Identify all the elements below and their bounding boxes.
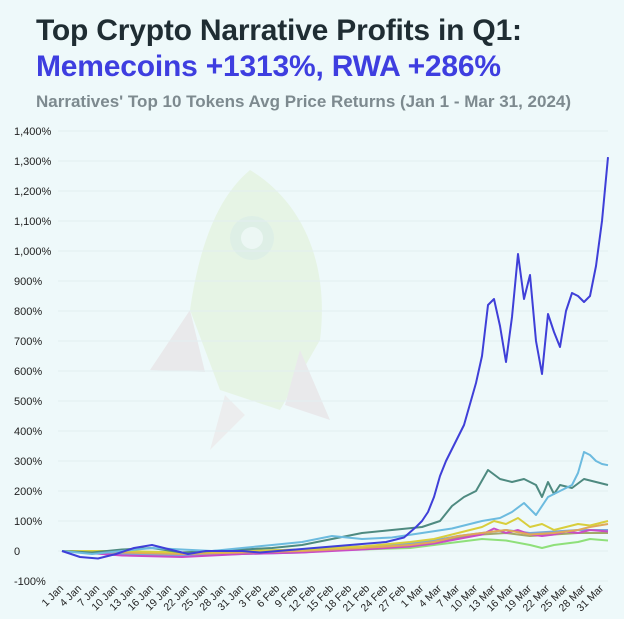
y-tick-label: 600% [14, 366, 42, 378]
y-tick-label: 300% [14, 456, 42, 468]
chart-subtitle: Narratives' Top 10 Tokens Avg Price Retu… [36, 92, 572, 111]
y-tick-label: 1,400% [14, 126, 52, 138]
y-tick-label: -100% [14, 576, 46, 588]
y-tick-label: 400% [14, 426, 42, 438]
y-tick-label: 1,100% [14, 216, 52, 228]
y-tick-label: 800% [14, 306, 42, 318]
y-tick-label: 1,200% [14, 186, 52, 198]
chart-title-line2: Memecoins +1313%, RWA +286% [36, 50, 501, 83]
series-line-memecoins [61, 157, 609, 560]
y-tick-label: 500% [14, 396, 42, 408]
y-tick-label: 1,300% [14, 156, 52, 168]
y-tick-label: 0 [14, 546, 20, 558]
series-line-narrative-4 [62, 517, 609, 554]
series-line-narrative-5 [61, 523, 609, 555]
rocket-watermark-icon [150, 170, 330, 450]
y-tick-label: 100% [14, 516, 42, 528]
y-axis-ticks: -100% 0 100% 200% 300% 400% 500% 600% 700% 800% 90… [14, 126, 52, 588]
y-tick-label: 1,000% [14, 246, 52, 258]
series-lines [61, 157, 609, 560]
y-tick-label: 700% [14, 336, 42, 348]
series-line-narrative-3 [61, 469, 609, 554]
y-tick-label: 200% [14, 486, 42, 498]
series-line-rwa [61, 451, 609, 555]
y-tick-label: 900% [14, 276, 42, 288]
chart-title-line1: Top Crypto Narrative Profits in Q1: [36, 14, 522, 47]
grid-lines [58, 130, 608, 582]
